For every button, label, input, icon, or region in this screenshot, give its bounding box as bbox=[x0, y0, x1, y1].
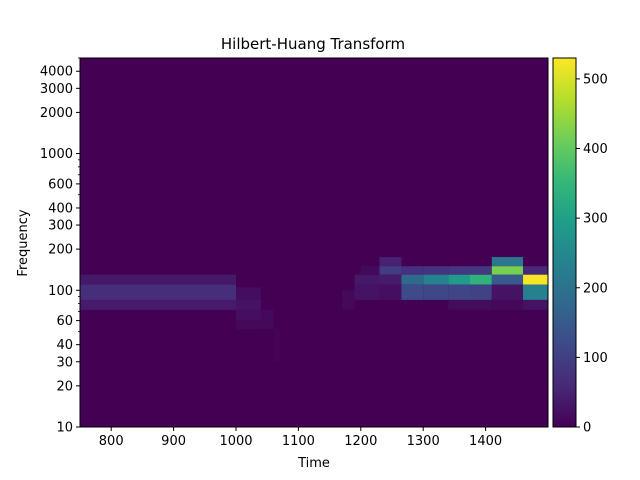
plot-frame bbox=[79, 57, 549, 428]
heatmap-cell bbox=[379, 266, 402, 275]
heatmap-cell bbox=[80, 274, 236, 285]
y-tick-label: 100 bbox=[48, 284, 73, 299]
heatmap-cell bbox=[401, 284, 424, 300]
heatmap-cell bbox=[80, 299, 236, 310]
heatmap-cell bbox=[260, 309, 274, 321]
heatmap-cell bbox=[448, 299, 470, 310]
x-tick-label: 1200 bbox=[344, 434, 377, 449]
x-tick-label: 1100 bbox=[282, 434, 315, 449]
y-tick-label: 300 bbox=[48, 219, 73, 234]
heatmap-cell bbox=[379, 257, 402, 267]
heatmap-cell bbox=[491, 274, 524, 285]
heatmap-cell bbox=[523, 266, 548, 275]
colorbar-tick-label: 0 bbox=[583, 421, 591, 436]
colorbar-tick-label: 500 bbox=[583, 72, 608, 87]
heatmap-cell bbox=[448, 284, 470, 300]
heatmap-cell bbox=[379, 274, 402, 285]
colorbar: 0 100 200 300 400 500 bbox=[552, 57, 608, 436]
heatmap-cell bbox=[342, 299, 355, 310]
heatmap-cells bbox=[80, 257, 548, 362]
heatmap-cell bbox=[470, 299, 492, 310]
y-tick-label: 400 bbox=[48, 201, 73, 216]
heatmap-cell bbox=[401, 266, 424, 275]
heatmap-cell bbox=[448, 274, 470, 285]
x-tick-label: 800 bbox=[99, 434, 124, 449]
heatmap-background bbox=[80, 58, 548, 427]
heatmap-cell bbox=[260, 320, 274, 330]
y-tick-label: 200 bbox=[48, 243, 73, 258]
colorbar-ticks: 0 100 200 300 400 500 bbox=[576, 72, 608, 436]
colorbar-tick-label: 300 bbox=[583, 212, 608, 227]
heatmap-cell bbox=[80, 284, 236, 300]
heatmap-cell bbox=[523, 299, 548, 310]
y-tick-label: 10 bbox=[56, 421, 73, 436]
heatmap-cell bbox=[236, 287, 261, 300]
heatmap-cell bbox=[470, 284, 492, 300]
heatmap-cell bbox=[342, 290, 355, 300]
heatmap-cell bbox=[354, 274, 380, 285]
y-tick-label: 30 bbox=[56, 355, 73, 370]
heatmap-cell bbox=[423, 266, 449, 275]
chart-title: Hilbert-Huang Transform bbox=[221, 35, 405, 53]
y-tick-label: 3000 bbox=[40, 82, 73, 97]
heatmap-cell bbox=[423, 284, 449, 300]
colorbar-tick-label: 100 bbox=[583, 351, 608, 366]
y-tick-label: 40 bbox=[56, 338, 73, 353]
heatmap-cell bbox=[360, 266, 380, 275]
y-axis-label: Frequency bbox=[16, 209, 31, 276]
heatmap-cell bbox=[236, 299, 261, 310]
y-tick-label: 4000 bbox=[40, 65, 73, 80]
colorbar-frame bbox=[552, 57, 577, 428]
heatmap-cell bbox=[470, 274, 492, 285]
y-tick-label: 60 bbox=[56, 314, 73, 329]
y-tick-label: 1000 bbox=[40, 147, 73, 162]
heatmap-cell bbox=[523, 284, 548, 300]
heatmap-cell bbox=[236, 309, 261, 321]
heatmap-cell bbox=[273, 329, 280, 362]
colorbar-gradient bbox=[553, 58, 576, 427]
x-axis: 800 900 1000 1100 1200 1300 1400 bbox=[99, 427, 502, 449]
colorbar-tick-label: 200 bbox=[583, 281, 608, 296]
heatmap-cell bbox=[236, 320, 261, 330]
y-tick-label: 600 bbox=[48, 177, 73, 192]
heatmap-cell bbox=[491, 284, 524, 300]
y-axis: 10 20 30 40 60 100 200 300 400 600 1000 2000 3000 400… bbox=[40, 57, 80, 436]
heatmap-cell bbox=[448, 266, 470, 275]
heatmap-cell bbox=[491, 257, 524, 267]
heatmap-cell bbox=[523, 274, 548, 285]
heatmap-cell bbox=[401, 274, 424, 285]
x-axis-label: Time bbox=[297, 456, 330, 471]
x-tick-label: 1000 bbox=[219, 434, 252, 449]
heatmap-cell bbox=[470, 266, 492, 275]
heatmap-cell bbox=[491, 299, 524, 310]
x-tick-label: 900 bbox=[161, 434, 186, 449]
heatmap-cell bbox=[491, 266, 524, 275]
y-tick-label: 2000 bbox=[40, 106, 73, 121]
heatmap-cell bbox=[354, 284, 380, 300]
y-tick-label: 20 bbox=[56, 379, 73, 394]
plot-area bbox=[79, 57, 549, 428]
heatmap-cell bbox=[423, 274, 449, 285]
x-tick-label: 1300 bbox=[407, 434, 440, 449]
heatmap-cell bbox=[379, 284, 402, 300]
x-tick-label: 1400 bbox=[469, 434, 502, 449]
colorbar-tick-label: 400 bbox=[583, 142, 608, 157]
